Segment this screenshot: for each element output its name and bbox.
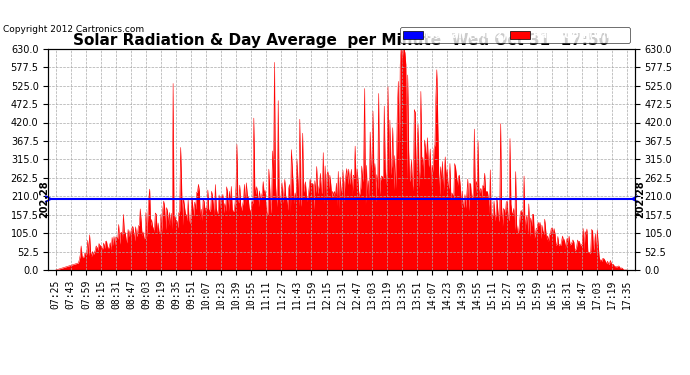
Text: 202.28: 202.28 (39, 180, 49, 218)
Title: Solar Radiation & Day Average  per Minute  Wed Oct 31  17:50: Solar Radiation & Day Average per Minute… (73, 33, 610, 48)
Text: 202.28: 202.28 (635, 180, 644, 218)
Text: Copyright 2012 Cartronics.com: Copyright 2012 Cartronics.com (3, 25, 145, 34)
Legend: Median (w/m2), Radiation (w/m2): Median (w/m2), Radiation (w/m2) (400, 27, 630, 43)
